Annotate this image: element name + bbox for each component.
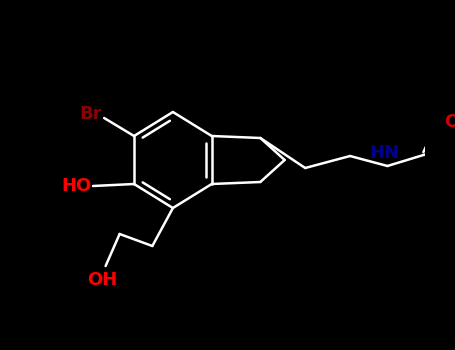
Text: Br: Br: [80, 105, 102, 123]
Text: HN: HN: [369, 144, 399, 162]
Text: HO: HO: [61, 177, 91, 195]
Text: OH: OH: [87, 271, 117, 289]
Text: O: O: [445, 113, 455, 131]
